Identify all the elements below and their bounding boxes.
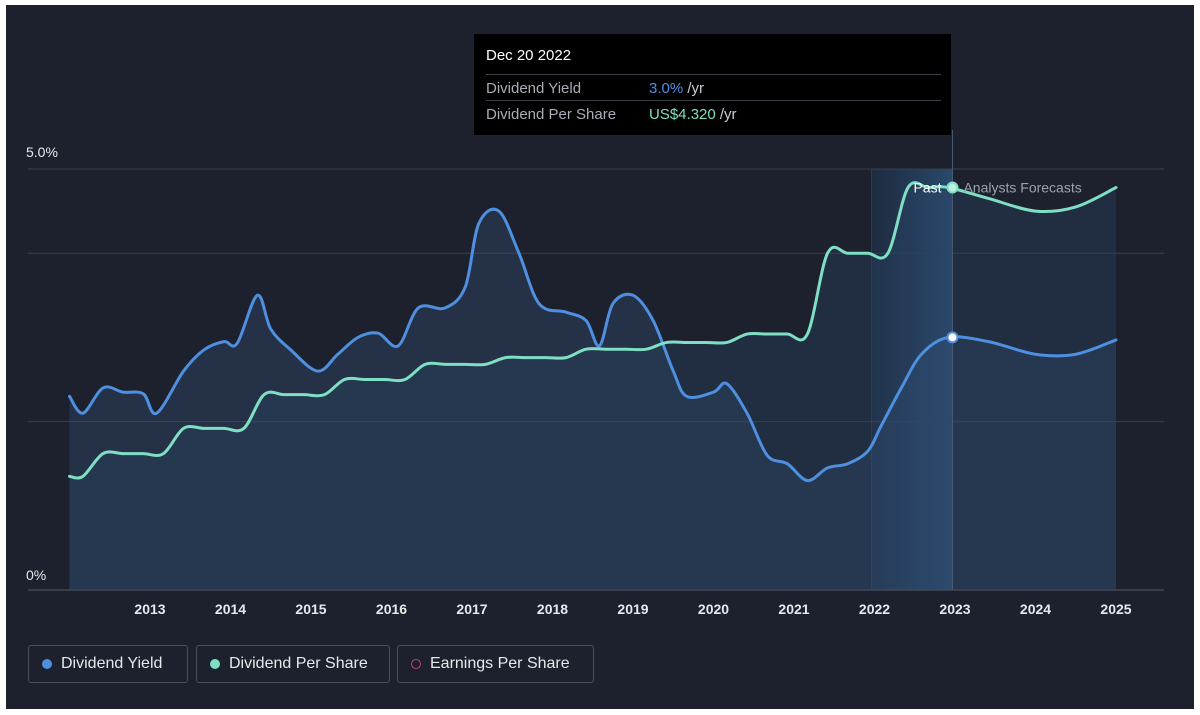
x-tick-label: 2014 [215,601,246,617]
chart-panel: 5.0% 0% 2013 2014 2015 2016 2017 2018 2019 2020 20… [6,5,1194,709]
hover-tooltip: Dec 20 2022 Dividend Yield 3.0% /yr Divi… [474,34,951,135]
legend-label: Dividend Per Share [229,655,368,672]
tooltip-label: Dividend Per Share [486,106,617,123]
tooltip-label: Dividend Yield [486,80,582,97]
y-tick-label-0: 0% [26,567,46,583]
band-edge-line [870,169,872,590]
forecast-label: Analysts Forecasts [963,180,1081,196]
x-tick-label: 2021 [778,601,809,617]
x-tick-label: 2024 [1020,601,1051,617]
hover-marker-dividend-yield [946,331,959,344]
x-tick-label: 2016 [376,601,407,617]
tooltip-row-dividend-yield: Dividend Yield 3.0% /yr [486,74,941,101]
tooltip-value: 3.0% [649,80,684,97]
dividend-yield-marker-icon [42,659,52,669]
x-tick-label: 2015 [295,601,326,617]
past-highlight-band [871,169,953,590]
legend-label: Dividend Yield [61,655,163,672]
tooltip-unit: /yr [715,106,737,123]
past-label: Past [913,180,941,196]
legend-earnings-per-share[interactable]: Earnings Per Share [397,645,594,683]
tooltip-value: US$4.320 [649,106,716,123]
tooltip-row-dividend-per-share: Dividend Per Share US$4.320 /yr [486,100,941,127]
x-tick-label: 2025 [1100,601,1131,617]
series-line-dividend-yield [68,207,1118,483]
series-line-dividend-per-share [68,181,1118,480]
tooltip-date: Dec 20 2022 [486,47,572,64]
series-area-dividend-yield [69,209,1116,590]
earnings-per-share-marker-icon [411,659,421,669]
legend-dividend-per-share[interactable]: Dividend Per Share [196,645,390,683]
x-tick-label: 2023 [939,601,970,617]
series-area-dividend-per-share [69,182,1116,590]
x-tick-label: 2022 [859,601,890,617]
tooltip-value-wrap: 3.0% /yr [649,80,704,97]
x-tick-label: 2017 [456,601,487,617]
x-tick-label: 2013 [134,601,165,617]
dividend-chart: 5.0% 0% 2013 2014 2015 2016 2017 2018 2019 2020 20… [26,130,1164,617]
legend-label: Earnings Per Share [430,655,570,672]
tooltip-value-wrap: US$4.320 /yr [649,106,737,123]
tooltip-unit: /yr [683,80,705,97]
y-tick-label-5: 5.0% [26,144,58,160]
hover-marker-dividend-per-share [946,181,959,194]
x-tick-label: 2018 [537,601,568,617]
x-tick-label: 2019 [617,601,648,617]
legend-dividend-yield[interactable]: Dividend Yield [28,645,188,683]
dividend-per-share-marker-icon [210,659,220,669]
x-tick-label: 2020 [698,601,729,617]
